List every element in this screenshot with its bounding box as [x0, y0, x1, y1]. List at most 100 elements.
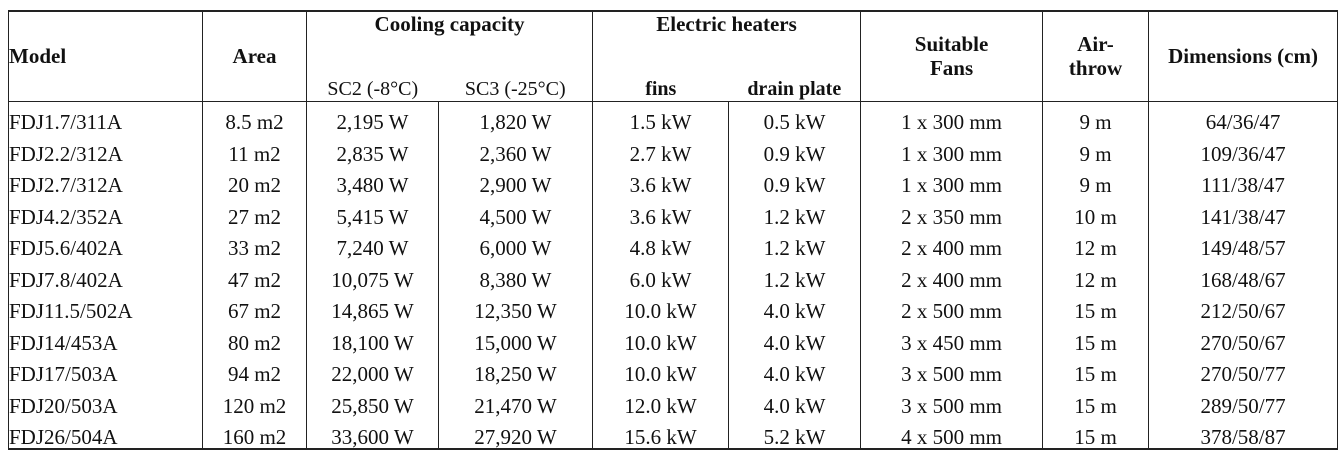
cell-dimensions: 378/58/87 — [1148, 416, 1338, 450]
cell-dimensions: 270/50/67 — [1148, 322, 1338, 354]
cell-heater-fins: 2.7 kW — [592, 133, 729, 165]
cell-heater-fins: 10.0 kW — [592, 290, 729, 322]
cell-heater-drain-plate: 0.5 kW — [728, 101, 861, 133]
cell-fans: 3 x 450 mm — [860, 322, 1043, 354]
header-area: Area — [202, 11, 307, 102]
cell-air-throw: 9 m — [1042, 133, 1149, 165]
cell-fans: 1 x 300 mm — [860, 164, 1043, 196]
cell-heater-fins: 1.5 kW — [592, 101, 729, 133]
table-row: FDJ1.7/311A 8.5 m2 2,195 W 1,820 W 1.5 kW 0.5… — [9, 101, 1338, 133]
cell-heater-fins: 15.6 kW — [592, 416, 729, 450]
cell-heater-drain-plate: 0.9 kW — [728, 133, 861, 165]
cell-heater-drain-plate: 4.0 kW — [728, 353, 861, 385]
header-fans-line2: Fans — [929, 56, 974, 81]
header-fins: fins — [592, 59, 729, 102]
header-model: Model — [8, 11, 203, 102]
table-row: FDJ5.6/402A 33 m2 7,240 W 6,000 W 4.8 kW 1.2 … — [9, 227, 1338, 260]
cell-fans: 1 x 300 mm — [860, 133, 1043, 165]
cell-area: 80 m2 — [202, 322, 307, 354]
cell-area: 20 m2 — [202, 164, 307, 196]
cell-cooling-sc2: 10,075 W — [306, 259, 439, 291]
cell-model: FDJ20/503A — [9, 393, 118, 418]
cell-air-throw: 15 m — [1042, 353, 1149, 385]
cell-cooling-sc3: 21,470 W — [437, 385, 593, 417]
cell-cooling-sc2: 7,240 W — [306, 227, 439, 259]
table-row: FDJ17/503A 94 m2 22,000 W 18,250 W 10.0 kW 4.… — [9, 353, 1338, 386]
header-sc3: SC3 (-25°C) — [438, 59, 593, 102]
table-row: FDJ2.7/312A 20 m2 3,480 W 2,900 W 3.6 kW 0.9 … — [9, 164, 1338, 197]
cell-model: FDJ4.2/352A — [9, 204, 123, 229]
cell-fans: 4 x 500 mm — [860, 416, 1043, 450]
cell-area: 8.5 m2 — [202, 101, 307, 133]
cell-air-throw: 10 m — [1042, 196, 1149, 228]
cell-cooling-sc3: 6,000 W — [437, 227, 593, 259]
header-cooling-capacity: Cooling capacity — [305, 11, 593, 59]
header-electric-heaters: Electric heaters — [592, 11, 861, 59]
cell-cooling-sc3: 2,900 W — [437, 164, 593, 196]
table-row: FDJ7.8/402A 47 m2 10,075 W 8,380 W 6.0 kW 1.2… — [9, 259, 1338, 291]
table-row: FDJ4.2/352A 27 m2 5,415 W 4,500 W 3.6 kW 1.2 … — [9, 196, 1338, 228]
cell-dimensions: 289/50/77 — [1148, 385, 1338, 417]
cell-cooling-sc3: 8,380 W — [437, 259, 593, 291]
table-row: FDJ14/453A 80 m2 18,100 W 15,000 W 10.0 kW 4.… — [9, 322, 1338, 354]
cell-model: FDJ5.6/402A — [9, 236, 123, 260]
cell-area: 94 m2 — [202, 353, 307, 385]
header-dimensions: Dimensions (cm) — [1148, 11, 1338, 102]
cell-heater-fins: 3.6 kW — [592, 196, 729, 228]
header-air-line2: throw — [1068, 56, 1123, 81]
cell-fans: 2 x 400 mm — [860, 259, 1043, 291]
table-body: FDJ1.7/311A 8.5 m2 2,195 W 1,820 W 1.5 kW 0.5… — [8, 101, 1338, 450]
cell-heater-drain-plate: 1.2 kW — [728, 259, 861, 291]
cell-heater-fins: 4.8 kW — [592, 227, 729, 259]
cell-air-throw: 15 m — [1042, 322, 1149, 354]
cell-area: 47 m2 — [202, 259, 307, 291]
cell-model: FDJ2.7/312A — [9, 173, 123, 197]
cell-heater-fins: 12.0 kW — [592, 385, 729, 417]
cell-fans: 2 x 500 mm — [860, 290, 1043, 322]
cell-air-throw: 15 m — [1042, 385, 1149, 417]
cell-dimensions: 168/48/67 — [1148, 259, 1338, 291]
cell-fans: 3 x 500 mm — [860, 385, 1043, 417]
cell-air-throw: 15 m — [1042, 416, 1149, 450]
cell-air-throw: 12 m — [1042, 227, 1149, 259]
cell-cooling-sc3: 18,250 W — [437, 353, 593, 385]
cell-dimensions: 111/38/47 — [1148, 164, 1338, 196]
cell-air-throw: 15 m — [1042, 290, 1149, 322]
cell-cooling-sc2: 22,000 W — [306, 353, 439, 385]
cell-area: 11 m2 — [202, 133, 307, 165]
spec-table: Model Area Cooling capacity Electric hea… — [8, 10, 1339, 450]
table-row: FDJ20/503A 120 m2 25,850 W 21,470 W 12.0 kW 4… — [9, 385, 1338, 417]
header-drain-plate: drain plate — [728, 59, 861, 102]
cell-cooling-sc2: 14,865 W — [306, 290, 439, 322]
cell-heater-fins: 6.0 kW — [592, 259, 729, 291]
cell-dimensions: 270/50/77 — [1148, 353, 1338, 385]
cell-fans: 1 x 300 mm — [860, 101, 1043, 133]
cell-fans: 3 x 500 mm — [860, 353, 1043, 385]
table-row: FDJ2.2/312A 11 m2 2,835 W 2,360 W 2.7 kW 0.9 … — [9, 133, 1338, 165]
header-air-line1: Air- — [1077, 32, 1114, 57]
cell-fans: 2 x 400 mm — [860, 227, 1043, 259]
cell-model: FDJ14/453A — [9, 330, 118, 355]
cell-heater-drain-plate: 5.2 kW — [728, 416, 861, 450]
cell-air-throw: 9 m — [1042, 164, 1149, 196]
cell-cooling-sc2: 3,480 W — [306, 164, 439, 196]
table-row: FDJ11.5/502A 67 m2 14,865 W 12,350 W 10.0 kW… — [9, 290, 1338, 323]
cell-cooling-sc3: 2,360 W — [437, 133, 593, 165]
cell-heater-drain-plate: 1.2 kW — [728, 227, 861, 259]
cell-model: FDJ11.5/502A — [9, 299, 133, 323]
cell-cooling-sc3: 1,820 W — [437, 101, 593, 133]
cell-area: 67 m2 — [202, 290, 307, 322]
cell-cooling-sc2: 2,195 W — [306, 101, 439, 133]
cell-area: 120 m2 — [202, 385, 307, 417]
cell-cooling-sc2: 25,850 W — [306, 385, 439, 417]
cell-heater-drain-plate: 0.9 kW — [728, 164, 861, 196]
cell-heater-fins: 10.0 kW — [592, 322, 729, 354]
cell-heater-drain-plate: 4.0 kW — [728, 385, 861, 417]
cell-area: 160 m2 — [202, 416, 307, 450]
cell-model: FDJ17/503A — [9, 362, 118, 386]
cell-air-throw: 9 m — [1042, 101, 1149, 133]
cell-heater-fins: 10.0 kW — [592, 353, 729, 385]
table-row: FDJ26/504A 160 m2 33,600 W 27,920 W 15.6 kW 5… — [8, 416, 1338, 450]
cell-dimensions: 109/36/47 — [1148, 133, 1338, 165]
cell-cooling-sc2: 5,415 W — [306, 196, 439, 228]
